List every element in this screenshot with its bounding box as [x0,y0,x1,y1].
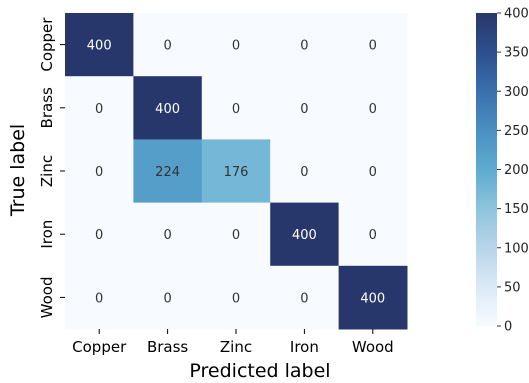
cell-value-label: 0 [369,39,377,54]
heatmap-cell [270,202,340,267]
cell-value-label: 0 [163,39,171,54]
heatmap-cell [201,76,271,140]
heatmap-cell [65,139,134,204]
heatmap-cell [338,76,408,140]
colorbar-tick-label: 250 [504,124,529,139]
cell-value-label: 0 [95,228,103,243]
heatmap-cell [133,76,203,140]
heatmap-cell [201,13,271,77]
cell-value-label: 0 [369,228,377,243]
heatmap-cell [133,202,203,267]
y-tick-label: Brass [38,87,56,128]
heatmap-cell [65,265,134,330]
cell-value-label: 400 [87,39,112,54]
cell-value-label: 0 [163,228,171,243]
colorbar-tick-label: 300 [504,85,529,100]
cell-value-label: 400 [155,102,180,117]
heatmap-cell [133,265,203,330]
heatmap-cell [133,139,203,204]
cell-value-label: 0 [300,102,308,117]
colorbar-tick-label: 150 [504,202,529,217]
cell-value-label: 0 [232,228,240,243]
colorbar-tick-label: 350 [504,46,529,61]
cell-value-label: 0 [300,39,308,54]
heatmap-cell [133,13,203,77]
heatmap-cell [65,202,134,267]
y-tick-label: Copper [38,17,56,72]
cell-value-label: 0 [369,102,377,117]
x-tick-label: Brass [147,338,188,356]
colorbar-tick-label: 50 [504,280,521,295]
heatmap-cell [270,13,340,77]
heatmap-cell [338,202,408,267]
heatmap-cell [270,139,340,204]
heatmap-cell [201,139,271,204]
y-tick-label: Zinc [38,155,56,187]
heatmap-cell [338,265,408,330]
colorbar-tick-label: 0 [504,320,512,335]
cell-value-label: 224 [155,165,180,180]
x-tick-label: Iron [290,338,319,356]
cell-value-label: 0 [232,291,240,306]
x-tick-label: Zinc [220,338,252,356]
heatmap-cell [201,265,271,330]
cell-value-label: 0 [163,291,171,306]
cell-value-label: 0 [232,102,240,117]
colorbar-tick-label: 200 [504,163,529,178]
heatmap-cell [201,202,271,267]
heatmap-cells [65,13,408,330]
cell-value-label: 0 [300,165,308,180]
heatmap-cell [270,265,340,330]
colorbar: 0 50 100 150 200 250 300 350 400 [476,7,529,335]
heatmap-cell [338,13,408,77]
cell-value-label: 0 [95,291,103,306]
x-tick-label: Copper [72,338,127,356]
cell-value-label: 0 [232,39,240,54]
x-tick-label: Wood [352,338,394,356]
colorbar-tick-label: 100 [504,241,529,256]
cell-value-label: 176 [224,165,249,180]
y-tick-label: Wood [38,276,56,318]
cell-value-label: 0 [95,102,103,117]
heatmap-cell [65,13,134,77]
colorbar-ticks: 0 50 100 150 200 250 300 350 400 [497,7,529,335]
x-axis-ticks: Copper Brass Zinc Iron Wood [72,329,394,356]
heatmap-cell [338,139,408,204]
cell-value-label: 0 [369,165,377,180]
y-axis-ticks: Copper Brass Zinc Iron Wood [38,17,65,318]
y-axis-label: True label [7,124,29,217]
cell-value-label: 400 [360,291,385,306]
cell-value-label: 0 [300,291,308,306]
colorbar-tick-label: 400 [504,7,529,22]
heatmap-cell-labels: 400 0 0 0 0 0 400 0 0 0 0 224 176 0 0 0 0 0 400 0 0 0 0 0 400 [87,39,385,307]
cell-value-label: 400 [292,228,317,243]
heatmap-cell [65,76,134,140]
colorbar-gradient [476,13,497,326]
y-tick-label: Iron [38,220,56,249]
cell-value-label: 0 [95,165,103,180]
x-axis-label: Predicted label [189,360,330,382]
heatmap-cell [270,76,340,140]
